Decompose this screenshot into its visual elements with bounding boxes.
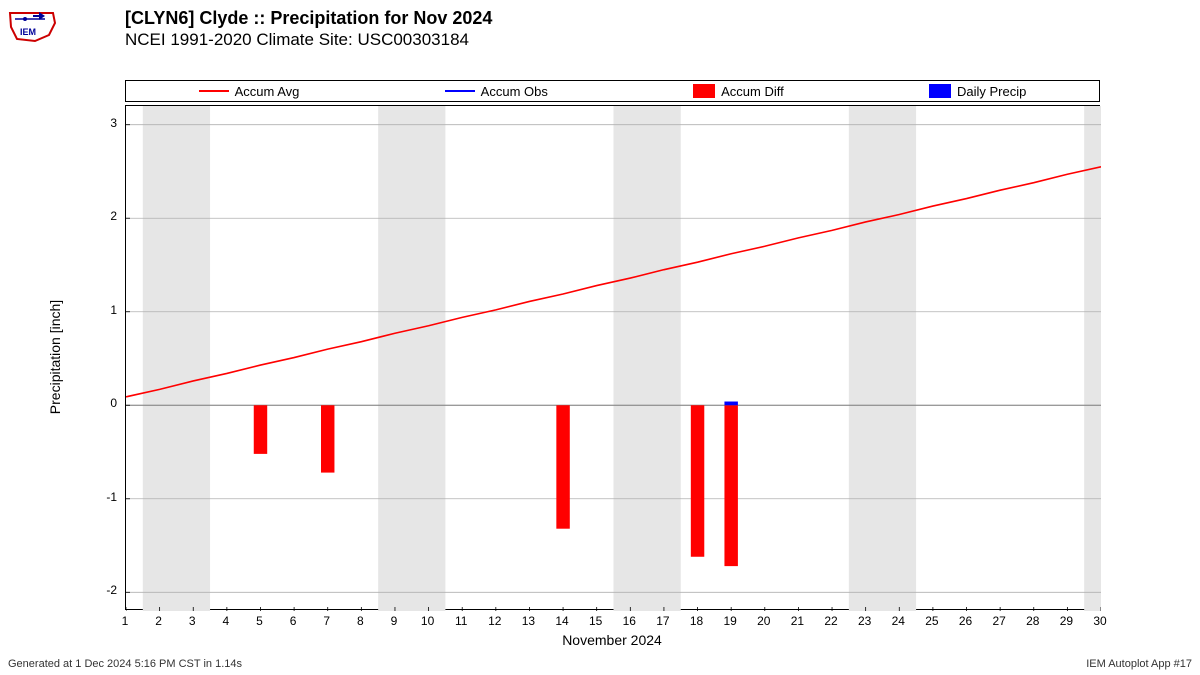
legend-swatch-line bbox=[445, 90, 475, 92]
x-tick-label: 16 bbox=[623, 614, 636, 628]
y-tick-label: -2 bbox=[87, 583, 117, 597]
x-tick-label: 1 bbox=[122, 614, 129, 628]
chart-title-1: [CLYN6] Clyde :: Precipitation for Nov 2… bbox=[125, 8, 492, 29]
y-tick-label: 3 bbox=[87, 116, 117, 130]
legend-label: Accum Avg bbox=[235, 84, 300, 99]
x-tick-label: 27 bbox=[992, 614, 1005, 628]
x-tick-label: 2 bbox=[155, 614, 162, 628]
x-tick-label: 12 bbox=[488, 614, 501, 628]
legend: Accum Avg Accum Obs Accum Diff Daily Pre… bbox=[125, 80, 1100, 102]
x-tick-label: 18 bbox=[690, 614, 703, 628]
x-tick-label: 23 bbox=[858, 614, 871, 628]
footer-app-id: IEM Autoplot App #17 bbox=[1086, 658, 1192, 670]
legend-swatch-line bbox=[199, 90, 229, 92]
legend-label: Accum Diff bbox=[721, 84, 784, 99]
x-axis-label: November 2024 bbox=[562, 632, 662, 648]
chart-title-block: [CLYN6] Clyde :: Precipitation for Nov 2… bbox=[125, 8, 492, 50]
legend-label: Daily Precip bbox=[957, 84, 1026, 99]
x-tick-label: 8 bbox=[357, 614, 364, 628]
x-tick-label: 5 bbox=[256, 614, 263, 628]
legend-item: Accum Avg bbox=[199, 84, 300, 99]
plot-area bbox=[125, 105, 1100, 610]
x-tick-label: 4 bbox=[223, 614, 230, 628]
legend-item: Accum Obs bbox=[445, 84, 548, 99]
x-tick-label: 13 bbox=[522, 614, 535, 628]
x-tick-label: 21 bbox=[791, 614, 804, 628]
x-tick-label: 14 bbox=[555, 614, 568, 628]
chart-title-2: NCEI 1991-2020 Climate Site: USC00303184 bbox=[125, 30, 492, 50]
x-tick-label: 15 bbox=[589, 614, 602, 628]
x-tick-label: 29 bbox=[1060, 614, 1073, 628]
legend-label: Accum Obs bbox=[481, 84, 548, 99]
x-tick-label: 28 bbox=[1026, 614, 1039, 628]
svg-text:IEM: IEM bbox=[20, 27, 36, 37]
x-tick-label: 9 bbox=[391, 614, 398, 628]
x-tick-label: 24 bbox=[892, 614, 905, 628]
footer-generated: Generated at 1 Dec 2024 5:16 PM CST in 1… bbox=[8, 658, 242, 670]
y-tick-label: -1 bbox=[87, 490, 117, 504]
y-tick-label: 0 bbox=[87, 396, 117, 410]
x-tick-label: 6 bbox=[290, 614, 297, 628]
x-tick-label: 26 bbox=[959, 614, 972, 628]
x-tick-label: 17 bbox=[656, 614, 669, 628]
x-tick-label: 25 bbox=[925, 614, 938, 628]
iem-logo: IEM bbox=[5, 5, 60, 45]
x-tick-label: 3 bbox=[189, 614, 196, 628]
x-tick-label: 7 bbox=[323, 614, 330, 628]
x-tick-label: 19 bbox=[723, 614, 736, 628]
x-tick-label: 10 bbox=[421, 614, 434, 628]
x-tick-label: 20 bbox=[757, 614, 770, 628]
legend-swatch-box bbox=[929, 84, 951, 98]
y-axis-label: Precipitation [inch] bbox=[47, 300, 63, 414]
x-tick-label: 22 bbox=[824, 614, 837, 628]
x-tick-label: 11 bbox=[455, 614, 467, 628]
y-tick-label: 2 bbox=[87, 209, 117, 223]
legend-swatch-box bbox=[693, 84, 715, 98]
legend-item: Daily Precip bbox=[929, 84, 1026, 99]
x-tick-label: 30 bbox=[1093, 614, 1106, 628]
y-tick-label: 1 bbox=[87, 303, 117, 317]
legend-item: Accum Diff bbox=[693, 84, 784, 99]
